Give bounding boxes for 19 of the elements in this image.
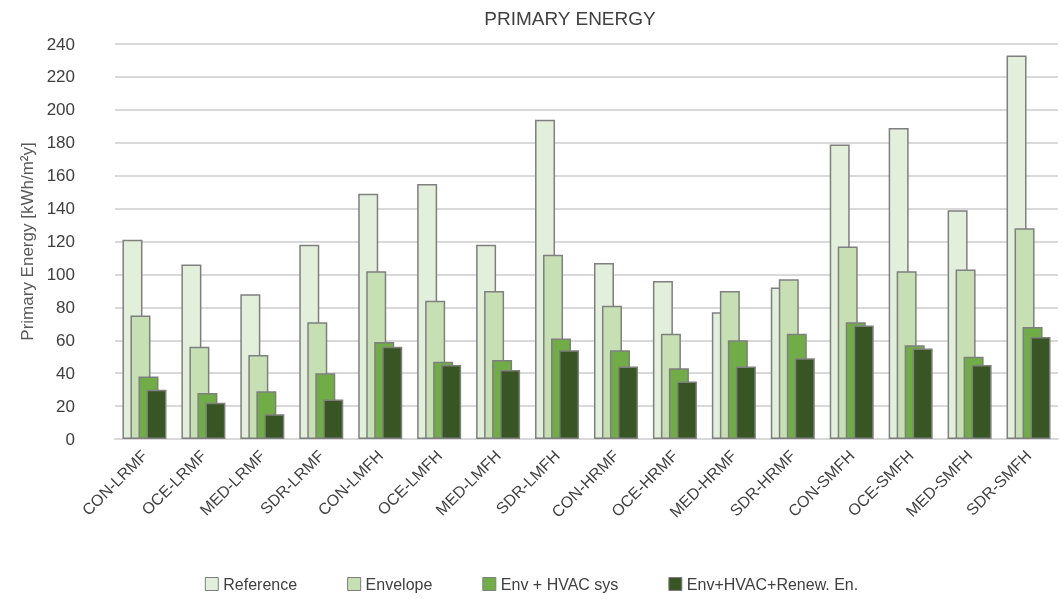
y-tick-label: 100 bbox=[46, 264, 75, 284]
y-tick-label: 140 bbox=[46, 199, 75, 219]
y-tick-label: 20 bbox=[56, 396, 75, 416]
y-axis-title: Primary Energy [kWh/m²y] bbox=[17, 142, 37, 341]
y-tick-label: 160 bbox=[46, 166, 75, 186]
y-tick-label: 200 bbox=[46, 100, 75, 120]
y-tick-label: 0 bbox=[65, 429, 75, 449]
y-tick-label: 240 bbox=[46, 34, 75, 54]
legend-label: Envelope bbox=[365, 575, 433, 593]
chart-title: PRIMARY ENERGY bbox=[484, 8, 657, 29]
legend-label: Env + HVAC sys bbox=[500, 575, 619, 593]
y-tick-label: 40 bbox=[56, 363, 75, 383]
y-tick-label: 80 bbox=[56, 297, 75, 317]
y-tick-label: 60 bbox=[56, 330, 75, 350]
y-tick-label: 120 bbox=[46, 232, 75, 251]
legend-label: Reference bbox=[223, 575, 298, 593]
legend-label: Env+HVAC+Renew. En. bbox=[686, 575, 859, 593]
y-tick-label: 180 bbox=[46, 133, 75, 153]
y-tick-label: 220 bbox=[46, 67, 75, 87]
